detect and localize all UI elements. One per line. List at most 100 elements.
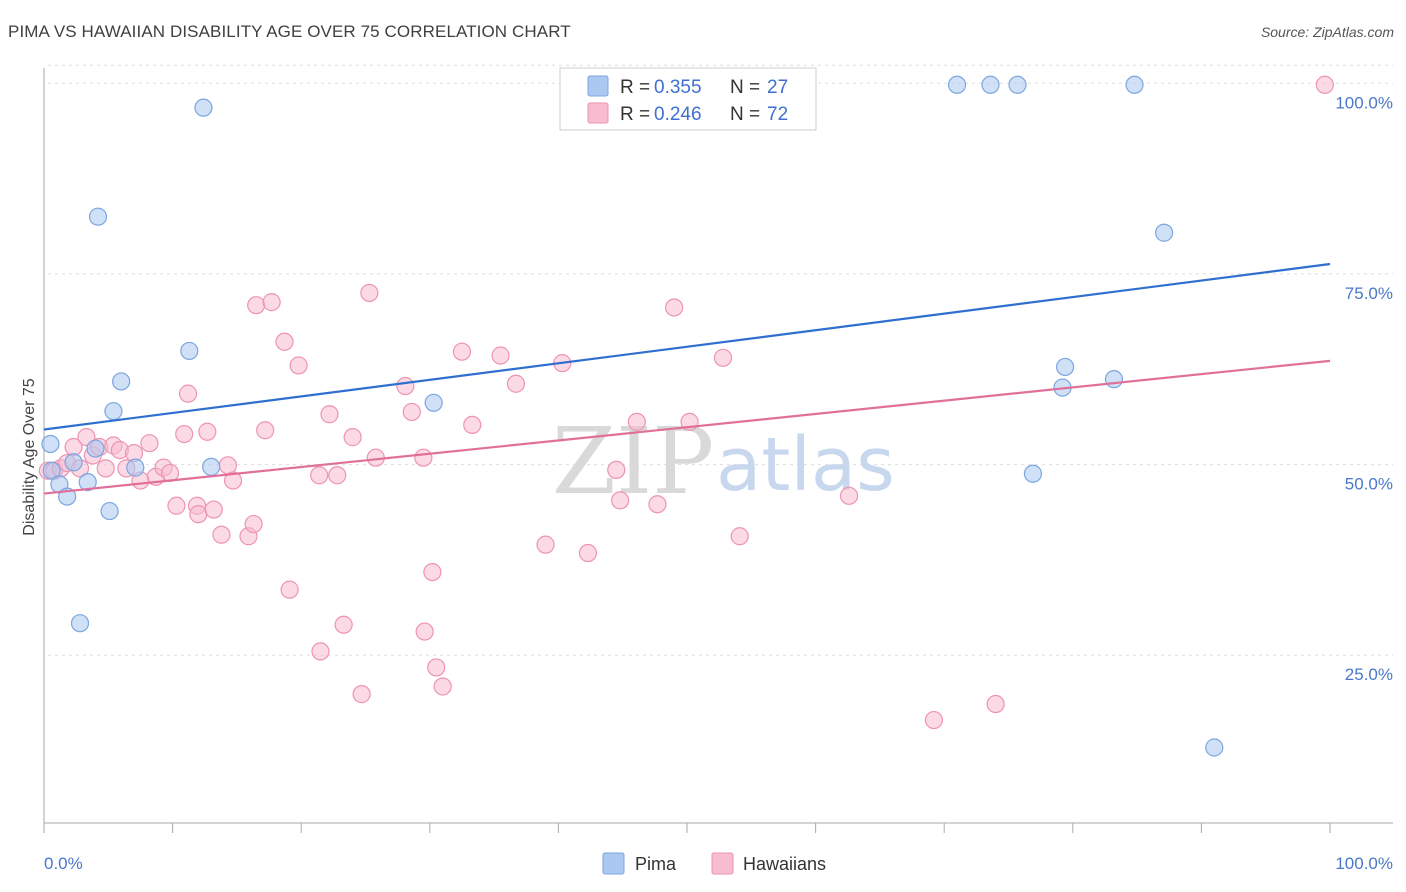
hawaiians-point-35 xyxy=(280,580,299,599)
hawaiians-n-value: 72 xyxy=(767,104,788,125)
pima-point-11 xyxy=(112,372,131,391)
y-tick-label-100: 100.0% xyxy=(1335,93,1393,112)
pima-r-label: R = xyxy=(620,77,650,98)
pima-point-15 xyxy=(202,457,221,476)
hawaiians-point-47 xyxy=(402,402,421,422)
pima-point-5 xyxy=(70,614,90,633)
watermark-atlas: atlas xyxy=(716,422,895,508)
pima-point-7 xyxy=(88,207,108,226)
hawaiians-point-37 xyxy=(310,466,329,485)
hawaiians-point-24 xyxy=(198,422,217,441)
hawaiians-point-9 xyxy=(96,459,115,478)
pima-point-26 xyxy=(1205,738,1224,757)
grid-lines xyxy=(48,64,1393,656)
hawaiians-point-15 xyxy=(140,434,159,453)
hawaiians-point-38 xyxy=(311,642,330,661)
hawaiians-point-46 xyxy=(396,376,415,396)
hawaiians-r-value: 0.246 xyxy=(654,104,702,125)
pima-point-25 xyxy=(1155,223,1174,242)
hawaiians-point-54 xyxy=(463,415,482,435)
x-tick-label-min: 0.0% xyxy=(44,854,83,873)
pima-point-23 xyxy=(1104,370,1124,389)
hawaiians-point-40 xyxy=(328,466,347,485)
hawaiians-point-44 xyxy=(360,283,379,303)
pima-r-value: 0.355 xyxy=(654,77,702,98)
pima-point-4 xyxy=(64,453,83,472)
hawaiians-point-28 xyxy=(223,471,243,490)
hawaiians-point-63 xyxy=(648,495,667,514)
hawaiians-point-53 xyxy=(452,342,472,361)
pima-point-22 xyxy=(1055,357,1075,377)
hawaiians-point-68 xyxy=(839,486,859,505)
hawaiians-points xyxy=(38,75,1334,730)
hawaiians-point-59 xyxy=(578,543,598,563)
hawaiians-point-43 xyxy=(352,685,371,704)
x-axis-ticks xyxy=(43,823,1331,833)
pima-point-12 xyxy=(126,458,145,477)
y-axis-label: Disability Age Over 75 xyxy=(21,378,38,536)
hawaiians-point-31 xyxy=(247,296,266,315)
pima-point-14 xyxy=(194,98,213,117)
hawaiians-point-41 xyxy=(334,615,353,634)
hawaiians-point-21 xyxy=(178,384,198,403)
chart-title: PIMA VS HAWAIIAN DISABILITY AGE OVER 75 … xyxy=(8,22,571,41)
pima-point-19 xyxy=(1008,75,1027,94)
hawaiians-point-62 xyxy=(627,412,646,431)
hawaiians-point-56 xyxy=(506,374,526,393)
hawaiians-point-52 xyxy=(433,677,452,696)
pima-series-swatch xyxy=(602,852,625,875)
hawaiians-point-25 xyxy=(204,500,223,519)
pima-point-9 xyxy=(100,501,119,521)
y-tick-label-75: 75.0% xyxy=(1345,284,1393,303)
hawaiians-point-70 xyxy=(986,694,1005,714)
pima-n-value: 27 xyxy=(767,77,788,98)
hawaiians-point-39 xyxy=(320,405,339,424)
hawaiians-n-label: N = xyxy=(730,104,760,125)
pima-n-label: N = xyxy=(730,77,760,98)
hawaiians-point-42 xyxy=(343,428,362,447)
hawaiians-point-19 xyxy=(167,496,186,515)
pima-point-6 xyxy=(78,473,97,492)
hawaiians-point-57 xyxy=(536,535,555,554)
hawaiians-point-50 xyxy=(423,562,442,582)
series-legend: Pima Hawaiians xyxy=(602,852,826,875)
pima-point-24 xyxy=(1125,75,1144,94)
pima-series-label: Pima xyxy=(635,854,677,874)
hawaiians-legend-swatch xyxy=(587,102,609,124)
pima-point-18 xyxy=(981,75,1000,94)
hawaiians-r-label: R = xyxy=(620,104,650,125)
hawaiians-point-49 xyxy=(415,622,434,641)
hawaiians-point-27 xyxy=(218,456,237,475)
pima-point-20 xyxy=(1023,464,1043,483)
hawaiians-point-23 xyxy=(189,505,208,524)
chart-source: Source: ZipAtlas.com xyxy=(1260,24,1394,40)
pima-point-16 xyxy=(424,393,443,412)
hawaiians-point-64 xyxy=(665,298,684,317)
hawaiians-point-26 xyxy=(212,525,231,544)
hawaiians-point-32 xyxy=(256,421,275,440)
pima-point-0 xyxy=(41,434,60,454)
x-tick-label-max: 100.0% xyxy=(1335,854,1393,873)
hawaiians-series-label: Hawaiians xyxy=(743,854,826,874)
hawaiians-point-67 xyxy=(730,527,749,546)
hawaiians-point-55 xyxy=(491,346,510,365)
hawaiians-point-71 xyxy=(1315,75,1334,94)
y-tick-label-50: 50.0% xyxy=(1345,475,1393,494)
hawaiians-point-34 xyxy=(275,332,294,351)
hawaiians-point-66 xyxy=(713,348,733,367)
hawaiians-point-69 xyxy=(924,710,944,730)
stats-legend: R = 0.355 N = 27 R = 0.246 N = 72 xyxy=(559,67,817,131)
hawaiians-point-48 xyxy=(414,448,433,467)
hawaiians-trend-line xyxy=(43,359,1331,495)
pima-point-17 xyxy=(947,75,967,94)
pima-point-10 xyxy=(104,402,123,421)
hawaiians-point-51 xyxy=(427,658,446,677)
hawaiians-point-60 xyxy=(607,460,626,480)
pima-trend-line xyxy=(43,262,1331,431)
hawaiians-point-20 xyxy=(175,424,194,444)
y-tick-labels: 25.0% 50.0% 75.0% 100.0% xyxy=(1335,93,1393,684)
pima-legend-swatch xyxy=(587,75,609,97)
hawaiians-point-30 xyxy=(244,514,263,534)
pima-points xyxy=(41,75,1224,757)
